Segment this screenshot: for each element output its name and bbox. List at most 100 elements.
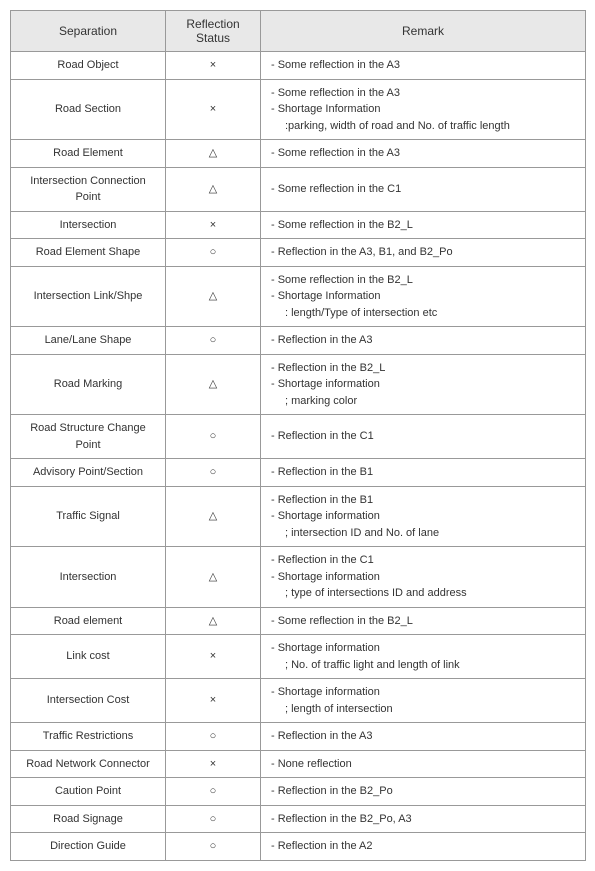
remark-line: - Shortage information xyxy=(271,376,577,393)
cell-remark: - Reflection in the C1 xyxy=(261,415,586,459)
table-header-row: Separation Reflection Status Remark xyxy=(11,11,586,52)
remark-subline: ; marking color xyxy=(271,393,577,410)
cell-separation: Road Object xyxy=(11,52,166,80)
cell-status: × xyxy=(166,211,261,239)
cell-separation: Road Element Shape xyxy=(11,239,166,267)
cell-separation: Road Network Connector xyxy=(11,750,166,778)
remark-line: - Reflection in the C1 xyxy=(271,428,577,445)
cell-status: △ xyxy=(166,547,261,608)
cell-separation: Road Section xyxy=(11,79,166,140)
cell-remark: - Reflection in the A2 xyxy=(261,833,586,861)
remark-line: - Reflection in the B1 xyxy=(271,492,577,509)
cell-separation: Caution Point xyxy=(11,778,166,806)
cell-remark: - Reflection in the C1- Shortage informa… xyxy=(261,547,586,608)
cell-remark: - Some reflection in the B2_L xyxy=(261,607,586,635)
header-separation: Separation xyxy=(11,11,166,52)
table-row: Traffic Restrictions○- Reflection in the… xyxy=(11,723,586,751)
remark-subline: : length/Type of intersection etc xyxy=(271,305,577,322)
table-row: Intersection Cost×- Shortage information… xyxy=(11,679,586,723)
remark-line: - Shortage Information xyxy=(271,288,577,305)
cell-status: ○ xyxy=(166,723,261,751)
table-row: Road Structure Change Point○ - Reflection… xyxy=(11,415,586,459)
cell-remark: - Reflection in the B2_L- Shortage infor… xyxy=(261,354,586,415)
cell-separation: Direction Guide xyxy=(11,833,166,861)
cell-remark: - Some reflection in the A3 xyxy=(261,52,586,80)
remark-line: - Reflection in the A3, B1, and B2_Po xyxy=(271,244,577,261)
remark-line: - Reflection in the A3 xyxy=(271,332,577,349)
table-row: Intersection Link/Shpe△- Some reflection… xyxy=(11,266,586,327)
cell-status: △ xyxy=(166,486,261,547)
cell-remark: - Reflection in the B2_Po xyxy=(261,778,586,806)
cell-remark: - Reflection in the B2_Po, A3 xyxy=(261,805,586,833)
reflection-status-table: Separation Reflection Status Remark Road… xyxy=(10,10,586,861)
cell-remark: - Reflection in the A3 xyxy=(261,327,586,355)
cell-separation: Road Element xyxy=(11,140,166,168)
cell-separation: Road Marking xyxy=(11,354,166,415)
table-row: Road element△- Some reflection in the B2… xyxy=(11,607,586,635)
table-row: Traffic Signal△- Reflection in the B1- S… xyxy=(11,486,586,547)
table-row: Road Element Shape○ - Reflection in the A… xyxy=(11,239,586,267)
cell-remark: - Some reflection in the A3- Shortage In… xyxy=(261,79,586,140)
cell-remark: - Reflection in the A3, B1, and B2_Po xyxy=(261,239,586,267)
table-row: Road Signage○- Reflection in the B2_Po, … xyxy=(11,805,586,833)
remark-line: - Some reflection in the B2_L xyxy=(271,217,577,234)
table-row: Road Object×- Some reflection in the A3 xyxy=(11,52,586,80)
cell-status: ○ xyxy=(166,239,261,267)
cell-remark: - Some reflection in the B2_L- Shortage … xyxy=(261,266,586,327)
remark-line: - Some reflection in the B2_L xyxy=(271,272,577,289)
header-remark: Remark xyxy=(261,11,586,52)
cell-separation: Intersection Link/Shpe xyxy=(11,266,166,327)
cell-remark: - Shortage information; length of inters… xyxy=(261,679,586,723)
cell-separation: Traffic Signal xyxy=(11,486,166,547)
cell-separation: Advisory Point/Section xyxy=(11,459,166,487)
table-row: Advisory Point/Section○ - Reflection in t… xyxy=(11,459,586,487)
cell-status: ○ xyxy=(166,415,261,459)
cell-remark: - Reflection in the B1- Shortage informa… xyxy=(261,486,586,547)
cell-status: × xyxy=(166,750,261,778)
table-row: Intersection Connection Point△ - Some ref… xyxy=(11,167,586,211)
remark-line: - Some reflection in the C1 xyxy=(271,181,577,198)
remark-line: - Reflection in the C1 xyxy=(271,552,577,569)
header-status: Reflection Status xyxy=(166,11,261,52)
cell-status: ○ xyxy=(166,778,261,806)
table-row: Direction Guide○- Reflection in the A2 xyxy=(11,833,586,861)
cell-status: △ xyxy=(166,140,261,168)
cell-remark: - Reflection in the A3 xyxy=(261,723,586,751)
table-row: Road Element△- Some reflection in the A3 xyxy=(11,140,586,168)
table-row: Road Marking△- Reflection in the B2_L- S… xyxy=(11,354,586,415)
table-body: Road Object×- Some reflection in the A3R… xyxy=(11,52,586,861)
cell-status: ○ xyxy=(166,459,261,487)
cell-remark: - Reflection in the B1 xyxy=(261,459,586,487)
cell-status: × xyxy=(166,79,261,140)
table-row: Caution Point○- Reflection in the B2_Po xyxy=(11,778,586,806)
cell-status: △ xyxy=(166,607,261,635)
remark-line: - Reflection in the B2_L xyxy=(271,360,577,377)
remark-line: - Shortage Information xyxy=(271,101,577,118)
cell-status: △ xyxy=(166,354,261,415)
cell-status: × xyxy=(166,635,261,679)
remark-line: - Some reflection in the B2_L xyxy=(271,613,577,630)
table-row: Link cost×- Shortage information; No. of… xyxy=(11,635,586,679)
cell-separation: Road Structure Change Point xyxy=(11,415,166,459)
remark-subline: :parking, width of road and No. of traff… xyxy=(271,118,577,135)
cell-remark: - Some reflection in the C1 xyxy=(261,167,586,211)
cell-separation: Intersection Connection Point xyxy=(11,167,166,211)
cell-remark: - Shortage information; No. of traffic l… xyxy=(261,635,586,679)
cell-remark: - None reflection xyxy=(261,750,586,778)
cell-status: △ xyxy=(166,167,261,211)
cell-separation: Intersection xyxy=(11,211,166,239)
remark-line: - Shortage information xyxy=(271,569,577,586)
remark-line: - Shortage information xyxy=(271,508,577,525)
cell-status: △ xyxy=(166,266,261,327)
cell-separation: Traffic Restrictions xyxy=(11,723,166,751)
table-row: Intersection× - Some reflection in the B2… xyxy=(11,211,586,239)
cell-remark: - Some reflection in the A3 xyxy=(261,140,586,168)
remark-line: - Reflection in the B1 xyxy=(271,464,577,481)
remark-line: - Reflection in the A2 xyxy=(271,838,577,855)
remark-line: - None reflection xyxy=(271,756,577,773)
cell-remark: - Some reflection in the B2_L xyxy=(261,211,586,239)
cell-status: ○ xyxy=(166,805,261,833)
remark-subline: ; No. of traffic light and length of lin… xyxy=(271,657,577,674)
remark-subline: ; intersection ID and No. of lane xyxy=(271,525,577,542)
table-row: Intersection△- Reflection in the C1- Sho… xyxy=(11,547,586,608)
